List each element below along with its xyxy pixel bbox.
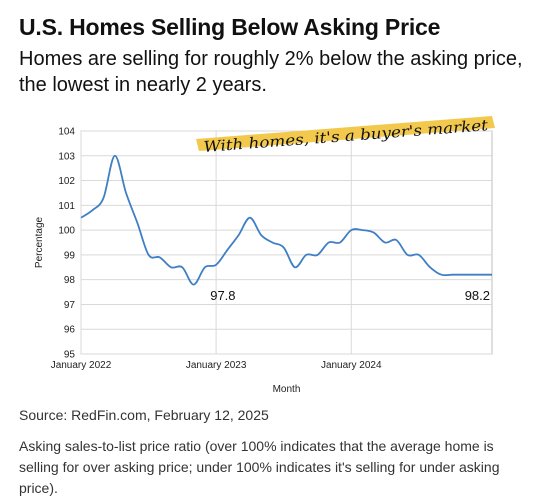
grid-lines — [80, 130, 493, 355]
x-tick-label: January 2022 — [51, 360, 112, 371]
y-tick-label: 104 — [58, 127, 75, 138]
annotation: With homes, it's a buyer's market — [196, 116, 495, 156]
y-tick-label: 95 — [64, 350, 76, 361]
y-tick-label: 99 — [64, 250, 76, 261]
axis-ticks: 95 96 97 98 99 100 101 102 103 104 January 2022 Jan… — [51, 127, 382, 372]
chart-subtitle: Homes are selling for roughly 2% below t… — [19, 48, 523, 96]
footnote-text: Asking sales-to-list price ratio (over 1… — [19, 438, 500, 496]
y-tick-label: 101 — [58, 201, 75, 212]
y-tick-label: 97 — [64, 300, 76, 311]
y-tick-label: 98 — [64, 275, 76, 286]
y-axis-label: Percentage — [34, 216, 45, 268]
y-tick-label: 96 — [64, 325, 76, 336]
series-line — [80, 154, 492, 286]
y-tick-label: 100 — [58, 226, 75, 237]
annotation-highlight — [196, 116, 495, 151]
data-label: 97.8 — [210, 288, 235, 303]
plot-frame — [80, 130, 493, 355]
series-layer — [80, 154, 492, 286]
annotation-text: With homes, it's a buyer's market — [203, 116, 490, 156]
chart-title: U.S. Homes Selling Below Asking Price — [19, 14, 441, 40]
y-tick-label: 102 — [58, 176, 75, 187]
line-chart: 95 96 97 98 99 100 101 102 103 104 January 2022 Jan… — [34, 116, 495, 395]
data-labels: 97.8 98.2 — [210, 288, 490, 303]
source-text: Source: RedFin.com, February 12, 2025 — [19, 407, 269, 423]
data-label: 98.2 — [465, 288, 490, 303]
y-tick-label: 103 — [58, 151, 75, 162]
x-tick-label: January 2024 — [321, 360, 382, 371]
x-axis-label: Month — [273, 384, 301, 395]
x-tick-label: January 2023 — [186, 360, 247, 371]
